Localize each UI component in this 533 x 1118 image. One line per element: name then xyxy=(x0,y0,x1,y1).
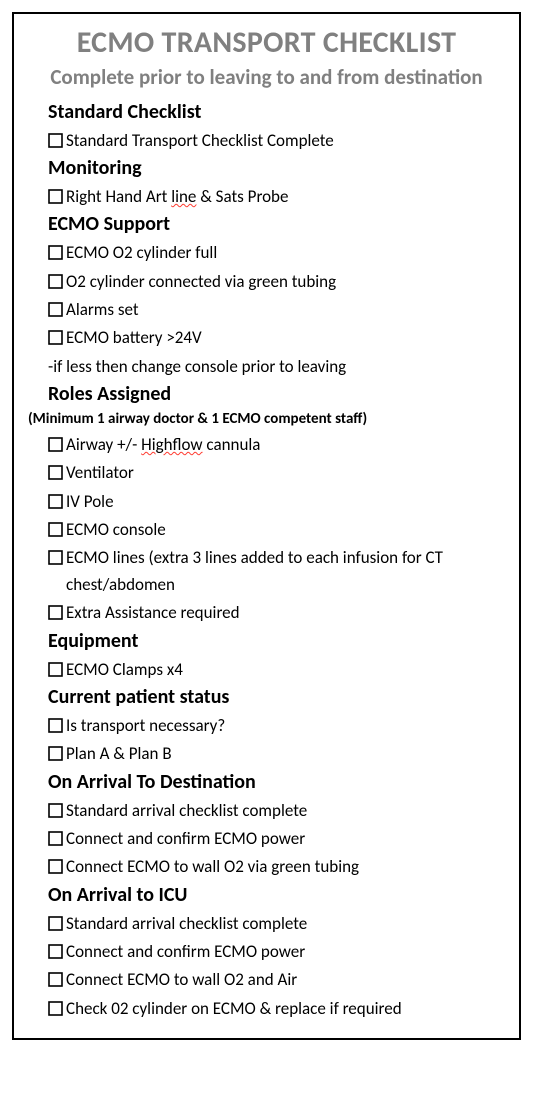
checklist-item-label: IV Pole xyxy=(66,489,505,515)
page-subtitle: Complete prior to leaving to and from de… xyxy=(28,65,505,90)
page-title: ECMO TRANSPORT CHECKLIST xyxy=(28,26,505,61)
checklist-item: Plan A & Plan B xyxy=(48,741,505,767)
checklist-item: Ventilator xyxy=(48,460,505,486)
checklist-item: Standard arrival checklist complete xyxy=(48,798,505,824)
checkbox-icon[interactable] xyxy=(48,465,63,480)
checklist-item-label: Connect ECMO to wall O2 via green tubing xyxy=(66,854,505,880)
checklist-item: ECMO Clamps x4 xyxy=(48,657,505,683)
checklist-item-label: ECMO O2 cylinder full xyxy=(66,240,505,266)
checklist-item-label: Connect ECMO to wall O2 and Air xyxy=(66,967,505,993)
checkbox-icon[interactable] xyxy=(48,972,63,987)
checklist-item: Connect ECMO to wall O2 and Air xyxy=(48,967,505,993)
checkbox-icon[interactable] xyxy=(48,859,63,874)
checklist-item: Connect ECMO to wall O2 via green tubing xyxy=(48,854,505,880)
page: ECMO TRANSPORT CHECKLIST Complete prior … xyxy=(0,0,533,1118)
checklist-item: Check 02 cylinder on ECMO & replace if r… xyxy=(48,996,505,1022)
section-subheading-roles: (Minimum 1 airway doctor & 1 ECMO compet… xyxy=(28,410,505,428)
checkbox-icon[interactable] xyxy=(48,550,63,565)
checklist-item: Extra Assistance required xyxy=(48,600,505,626)
checklist-item-label: Standard Transport Checklist Complete xyxy=(66,128,505,154)
checklist-item-label: Plan A & Plan B xyxy=(66,741,505,767)
checklist-item: Connect and confirm ECMO power xyxy=(48,826,505,852)
checkbox-icon[interactable] xyxy=(48,302,63,317)
checklist-item: Standard arrival checklist complete xyxy=(48,911,505,937)
section-heading-ecmo_support: ECMO Support xyxy=(48,212,505,236)
checklist-item: ECMO battery >24V xyxy=(48,325,505,351)
checklist-item-label: Connect and confirm ECMO power xyxy=(66,826,505,852)
section-note-ecmo_support: -if less then change console prior to le… xyxy=(48,354,505,380)
checkbox-icon[interactable] xyxy=(48,831,63,846)
section-heading-standard: Standard Checklist xyxy=(48,100,505,124)
checklist-item-label: Airway +/- Highflow cannula xyxy=(66,432,505,458)
checklist-item: Is transport necessary? xyxy=(48,713,505,739)
checkbox-icon[interactable] xyxy=(48,803,63,818)
checklist-item: Right Hand Art line & Sats Probe xyxy=(48,184,505,210)
checkbox-icon[interactable] xyxy=(48,189,63,204)
checkbox-icon[interactable] xyxy=(48,437,63,452)
checkbox-icon[interactable] xyxy=(48,133,63,148)
checklist-item: Airway +/- Highflow cannula xyxy=(48,432,505,458)
checklist-item-label: ECMO lines (extra 3 lines added to each … xyxy=(66,545,505,598)
checklist-item: O2 cylinder connected via green tubing xyxy=(48,269,505,295)
checkbox-icon[interactable] xyxy=(48,746,63,761)
checkbox-icon[interactable] xyxy=(48,662,63,677)
section-heading-equipment: Equipment xyxy=(48,629,505,653)
checkbox-icon[interactable] xyxy=(48,944,63,959)
checklist-item-label: Check 02 cylinder on ECMO & replace if r… xyxy=(66,996,505,1022)
checklist-item-label: Alarms set xyxy=(66,297,505,323)
checklist-item-label: ECMO Clamps x4 xyxy=(66,657,505,683)
section-heading-monitoring: Monitoring xyxy=(48,156,505,180)
checklist-item-label: Connect and confirm ECMO power xyxy=(66,939,505,965)
checkbox-icon[interactable] xyxy=(48,1001,63,1016)
checkbox-icon[interactable] xyxy=(48,274,63,289)
checkbox-icon[interactable] xyxy=(48,718,63,733)
checkbox-icon[interactable] xyxy=(48,605,63,620)
checklist-item: ECMO lines (extra 3 lines added to each … xyxy=(48,545,505,598)
checklist-item: Alarms set xyxy=(48,297,505,323)
checkbox-icon[interactable] xyxy=(48,522,63,537)
checklist-item-label: Right Hand Art line & Sats Probe xyxy=(66,184,505,210)
checklist-item: Connect and confirm ECMO power xyxy=(48,939,505,965)
checklist-item-label: ECMO console xyxy=(66,517,505,543)
checklist-item: IV Pole xyxy=(48,489,505,515)
sections-container: Standard Checklist Standard Transport Che… xyxy=(28,100,505,1022)
checklist-item-label: ECMO battery >24V xyxy=(66,325,505,351)
section-heading-arrival_icu: On Arrival to ICU xyxy=(48,883,505,907)
checkbox-icon[interactable] xyxy=(48,245,63,260)
section-heading-status: Current patient status xyxy=(48,685,505,709)
checklist-item: ECMO console xyxy=(48,517,505,543)
checkbox-icon[interactable] xyxy=(48,494,63,509)
checklist-item-label: Ventilator xyxy=(66,460,505,486)
checkbox-icon[interactable] xyxy=(48,330,63,345)
section-heading-roles: Roles Assigned xyxy=(48,382,505,406)
checklist-item: ECMO O2 cylinder full xyxy=(48,240,505,266)
section-heading-arrival_dest: On Arrival To Destination xyxy=(48,770,505,794)
checklist-item-label: Standard arrival checklist complete xyxy=(66,911,505,937)
checklist-item-label: Is transport necessary? xyxy=(66,713,505,739)
checklist-item-label: Standard arrival checklist complete xyxy=(66,798,505,824)
checklist-item-label: Extra Assistance required xyxy=(66,600,505,626)
document-frame: ECMO TRANSPORT CHECKLIST Complete prior … xyxy=(12,12,521,1040)
checklist-item-label: O2 cylinder connected via green tubing xyxy=(66,269,505,295)
checkbox-icon[interactable] xyxy=(48,916,63,931)
checklist-item: Standard Transport Checklist Complete xyxy=(48,128,505,154)
